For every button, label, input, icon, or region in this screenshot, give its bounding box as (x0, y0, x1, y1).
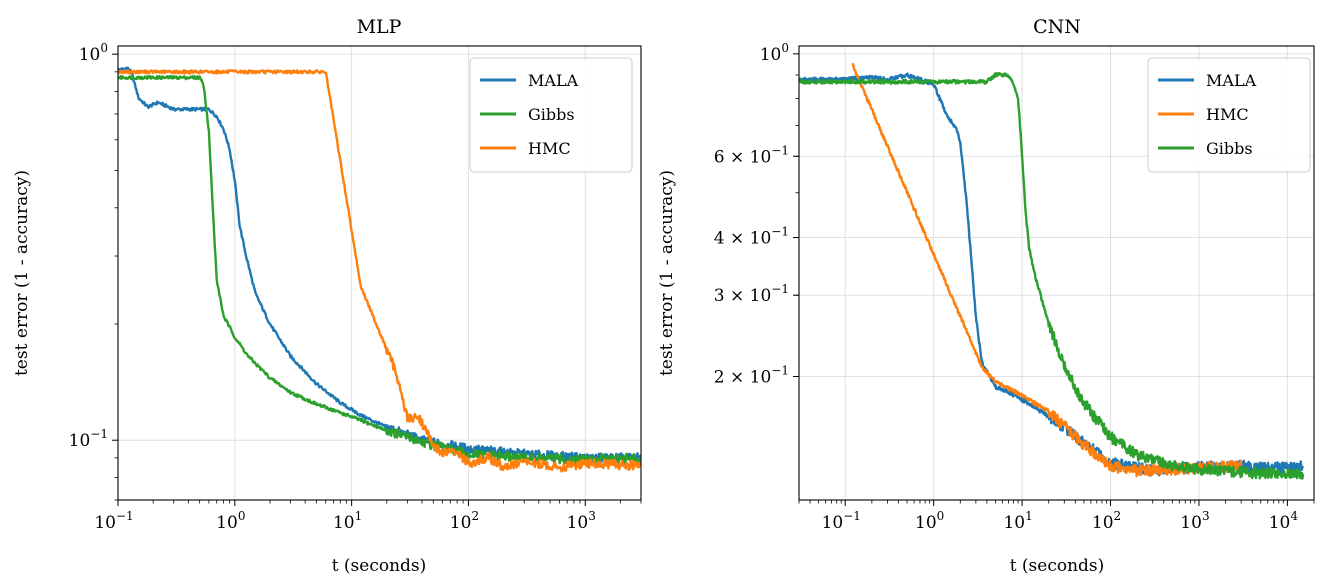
x-tick-label: 104 (1269, 509, 1299, 533)
y-tick-label: 100 (79, 41, 108, 65)
x-tick-label: 103 (1180, 509, 1209, 533)
plot-frame (798, 45, 1315, 501)
chart-title: CNN (1033, 16, 1081, 38)
legend-box (469, 57, 633, 173)
legend-label: Gibbs (1206, 139, 1253, 158)
y-tick-label: 3 × 10−1 (714, 282, 789, 306)
legend-label: Gibbs (528, 105, 575, 124)
x-tick-label: 102 (1092, 509, 1121, 533)
x-tick-label: 102 (450, 509, 479, 533)
chart-title: MLP (357, 16, 402, 38)
x-axis-label: t (seconds) (1010, 556, 1105, 576)
plot-frame (117, 45, 642, 501)
x-tick-label: 103 (567, 509, 596, 533)
legend-box (1147, 57, 1311, 173)
y-axis-label: test error (1 - accuracy) (657, 170, 677, 376)
x-tick-label: 101 (333, 509, 362, 533)
series-line-hmc (851, 62, 1243, 478)
series-line-hmc (118, 69, 641, 473)
legend-label: HMC (528, 139, 571, 158)
legend-label: MALA (1206, 71, 1257, 90)
legend: MALA HMC Gibbs (1147, 57, 1311, 173)
x-tick-label: 100 (216, 509, 245, 533)
x-tick-label: 10−1 (94, 509, 133, 533)
y-tick-label: 10−1 (69, 427, 108, 451)
legend-label: HMC (1206, 105, 1249, 124)
cnn-chart-panel: CNN t (seconds) test error (1 - accuracy… (657, 16, 1315, 576)
y-axis-label: test error (1 - accuracy) (12, 170, 32, 376)
x-axis-label: t (seconds) (332, 556, 427, 576)
mlp-chart-panel: MLP t (seconds) test error (1 - accuracy… (12, 16, 642, 576)
x-tick-label: 101 (1003, 509, 1032, 533)
y-tick-label: 6 × 10−1 (714, 143, 789, 167)
legend: MALA Gibbs HMC (469, 57, 633, 173)
y-tick-label: 2 × 10−1 (714, 363, 789, 387)
legend-label: MALA (528, 71, 579, 90)
y-tick-label: 100 (760, 41, 789, 65)
y-tick-label: 4 × 10−1 (714, 225, 789, 249)
series-line-gibbs (118, 74, 641, 466)
x-tick-label: 10−1 (822, 509, 861, 533)
series-line-gibbs (799, 71, 1305, 480)
x-tick-label: 100 (915, 509, 944, 533)
